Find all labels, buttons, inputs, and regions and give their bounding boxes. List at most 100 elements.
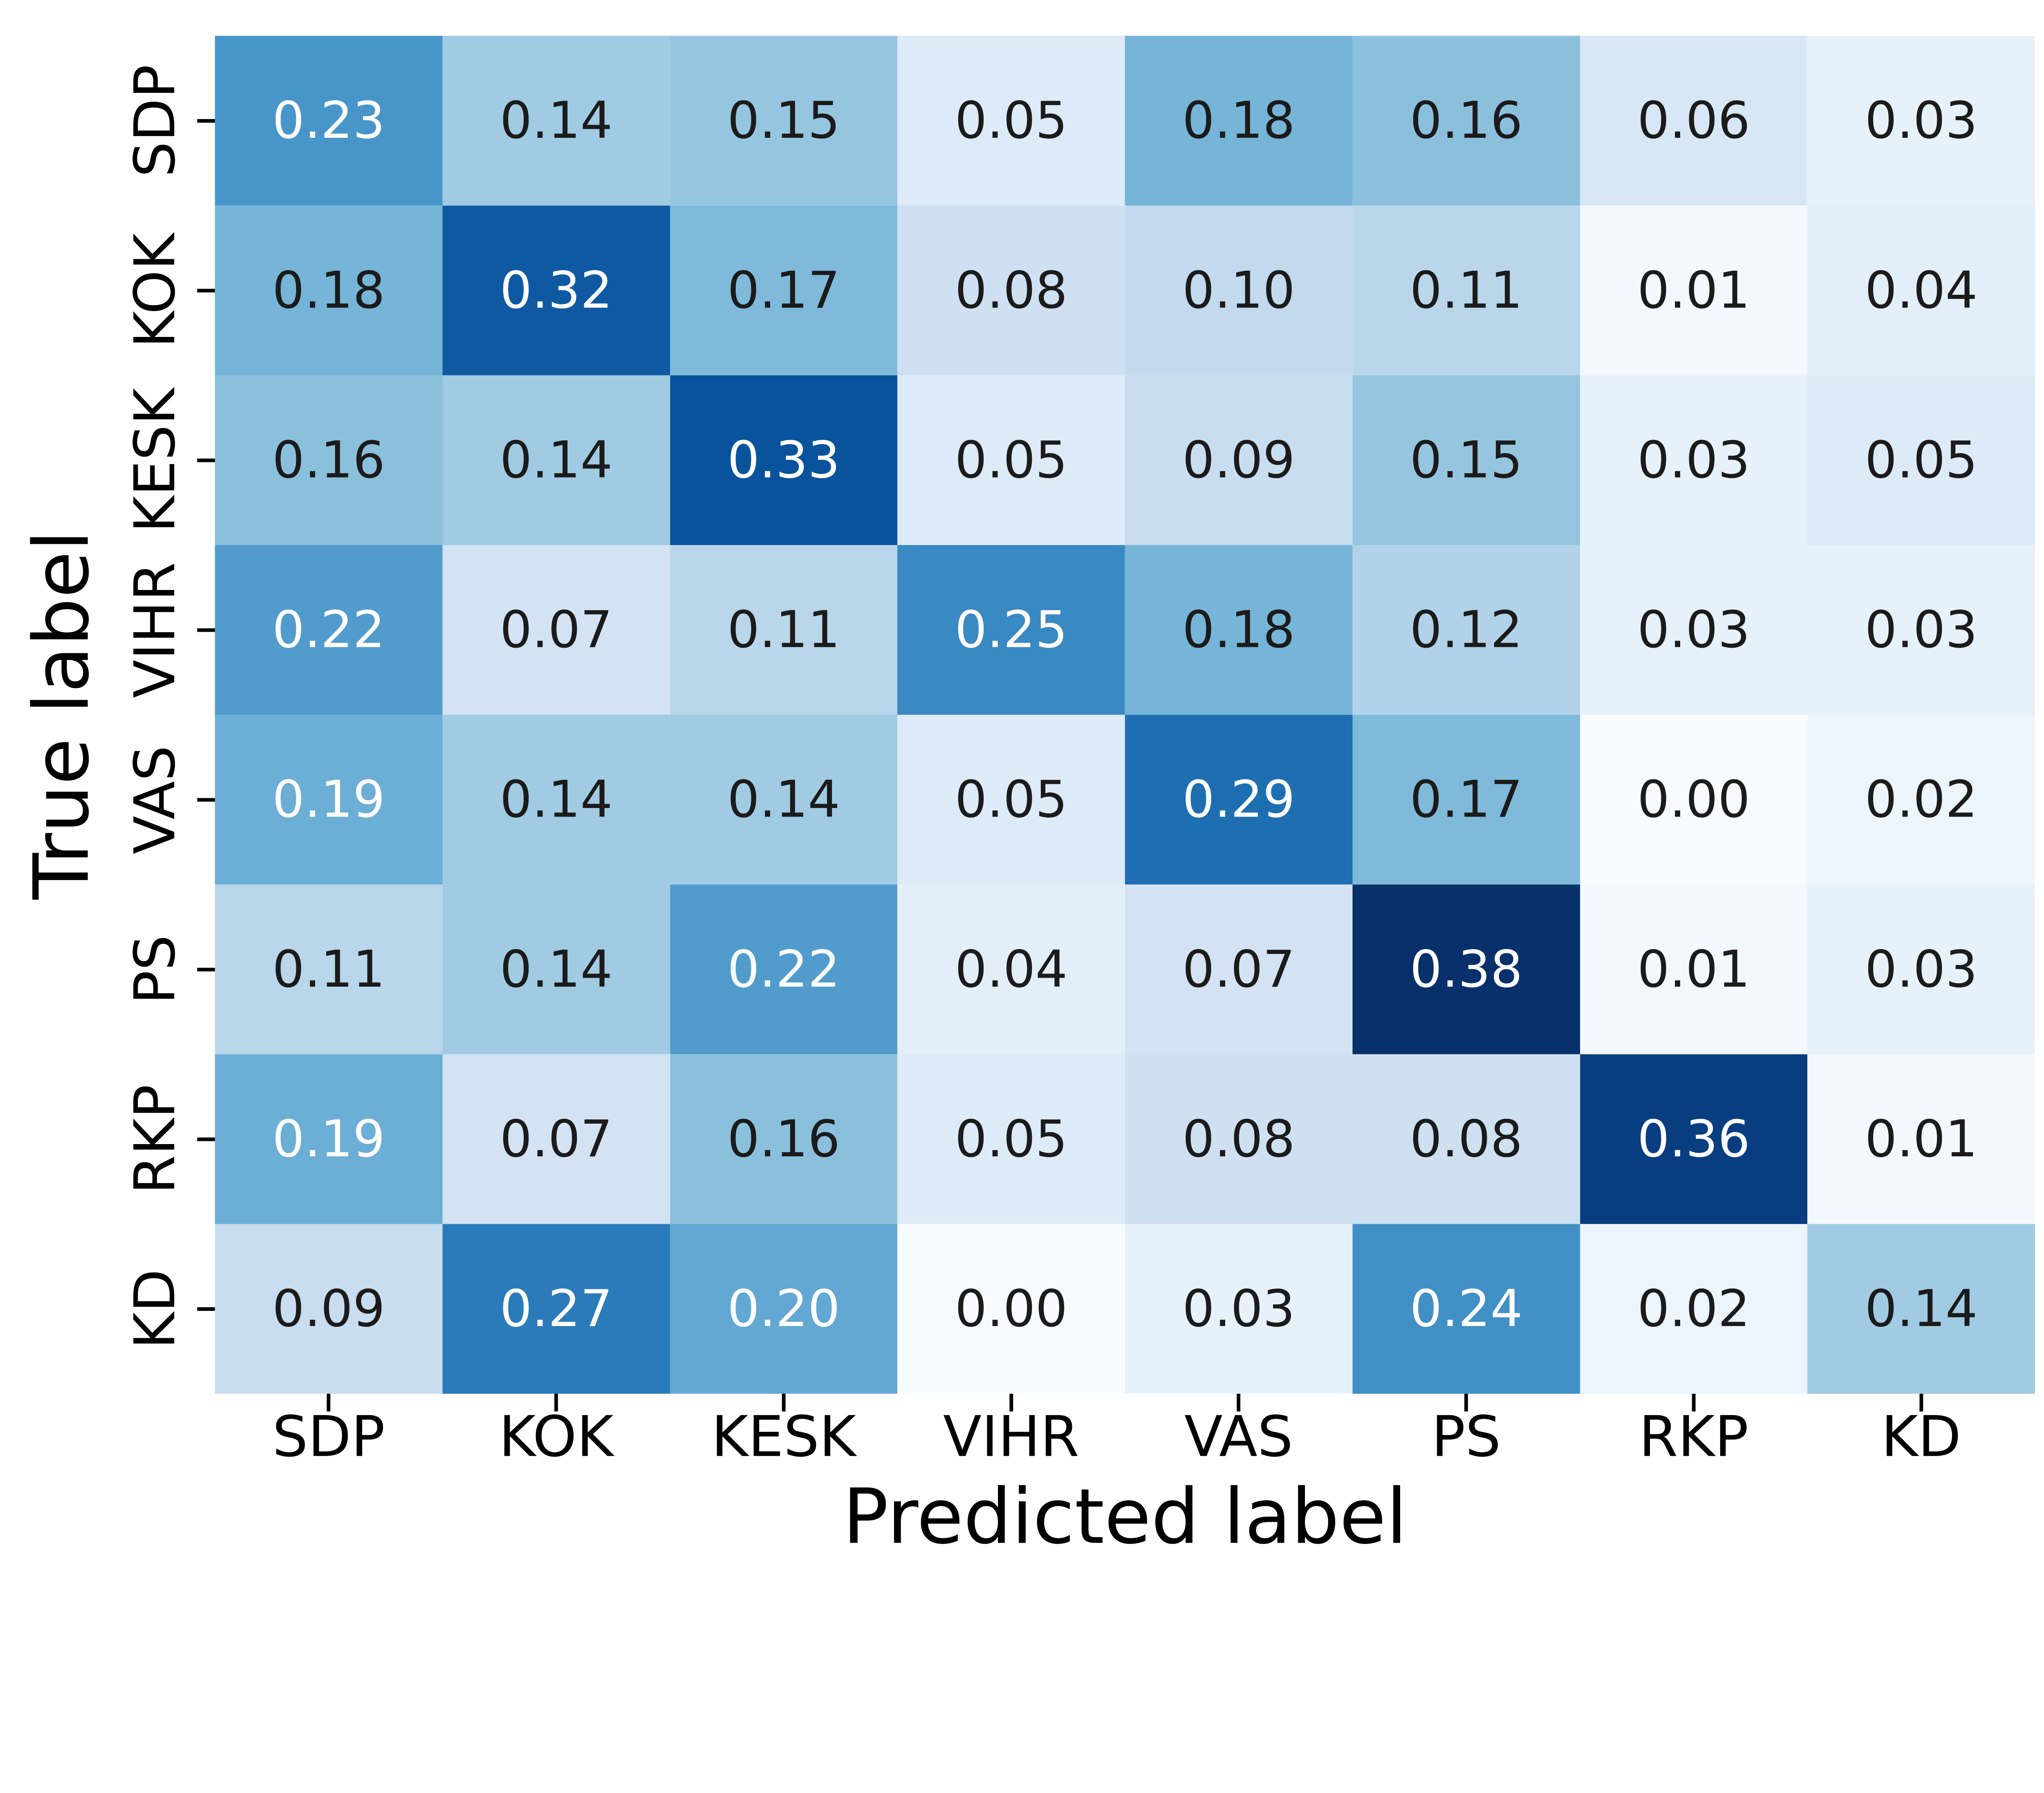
y-tick-mark	[197, 458, 215, 462]
heatmap-cell: 0.07	[442, 1054, 670, 1224]
heatmap-cell: 0.32	[442, 205, 670, 375]
heatmap-cell: 0.08	[1125, 1054, 1353, 1224]
heatmap-cell: 0.03	[1807, 545, 2035, 715]
y-tick-mark	[197, 1137, 215, 1141]
heatmap-cell: 0.05	[897, 1054, 1125, 1224]
x-tick-label: SDP	[272, 1404, 385, 1470]
heatmap-cell: 0.07	[442, 545, 670, 715]
heatmap-cell: 0.19	[215, 1054, 443, 1224]
x-tick-label: VAS	[1184, 1404, 1293, 1470]
heatmap-cell: 0.19	[215, 715, 443, 885]
heatmap-cell: 0.08	[897, 205, 1125, 375]
heatmap-cell: 0.05	[897, 375, 1125, 545]
heatmap-cell: 0.15	[670, 36, 898, 206]
y-tick-label: KOK	[122, 233, 188, 348]
x-tick-label: RKP	[1639, 1404, 1749, 1470]
heatmap-cell: 0.23	[215, 36, 443, 206]
x-tick-mark	[1919, 1394, 1923, 1412]
heatmap-cell: 0.33	[670, 375, 898, 545]
heatmap-cell: 0.04	[897, 884, 1125, 1055]
heatmap-cell: 0.09	[1125, 375, 1353, 545]
x-tick-mark	[1464, 1394, 1468, 1412]
confusion-matrix-figure: 0.23 0.14 0.15 0.05 0.18 0.16 0.06 0.03 0.18 0.32…	[17, 36, 2035, 1561]
heatmap-cell: 0.29	[1125, 715, 1353, 885]
heatmap-cell: 0.17	[1352, 715, 1580, 885]
heatmap-cell: 0.02	[1580, 1224, 1808, 1394]
heatmap-cell: 0.05	[897, 715, 1125, 885]
heatmap-cell: 0.03	[1580, 545, 1808, 715]
heatmap-cell: 0.11	[215, 884, 443, 1055]
heatmap-cell: 0.15	[1352, 375, 1580, 545]
heatmap-cell: 0.03	[1125, 1224, 1353, 1394]
heatmap-cell: 0.38	[1352, 884, 1580, 1055]
heatmap-cell: 0.05	[897, 36, 1125, 206]
x-tick-label: VIHR	[943, 1404, 1079, 1470]
heatmap-cell: 0.14	[1807, 1224, 2035, 1394]
heatmap-cell: 0.17	[670, 205, 898, 375]
heatmap-cell: 0.16	[1352, 36, 1580, 206]
y-tick-label: VIHR	[122, 562, 188, 698]
heatmap-cell: 0.14	[442, 375, 670, 545]
y-tick-mark	[197, 1307, 215, 1311]
x-tick-label: KOK	[499, 1404, 614, 1470]
x-tick-label: KESK	[711, 1404, 856, 1470]
heatmap-cell: 0.10	[1125, 205, 1353, 375]
y-tick-mark	[197, 798, 215, 802]
y-tick-label: KD	[122, 1269, 188, 1349]
heatmap-cell: 0.27	[442, 1224, 670, 1394]
y-axis-title: True label	[17, 530, 106, 900]
heatmap-cell: 0.01	[1580, 205, 1808, 375]
heatmap-cell: 0.07	[1125, 884, 1353, 1055]
heatmap-cell: 0.01	[1807, 1054, 2035, 1224]
y-tick-label: PS	[122, 934, 188, 1004]
heatmap-cell: 0.03	[1807, 884, 2035, 1055]
heatmap-cell: 0.00	[897, 1224, 1125, 1394]
y-tick-mark	[197, 628, 215, 632]
heatmap-cell: 0.20	[670, 1224, 898, 1394]
heatmap-cell: 0.24	[1352, 1224, 1580, 1394]
x-axis-title: Predicted label	[843, 1472, 1407, 1561]
heatmap-cell: 0.14	[442, 715, 670, 885]
x-tick-mark	[1692, 1394, 1696, 1412]
heatmap-grid: 0.23 0.14 0.15 0.05 0.18 0.16 0.06 0.03 0.18 0.32…	[215, 36, 2035, 1394]
y-tick-label: SDP	[122, 64, 188, 177]
heatmap-cell: 0.18	[215, 205, 443, 375]
y-tick-mark	[197, 288, 215, 292]
x-tick-mark	[1009, 1394, 1013, 1412]
x-tick-mark	[554, 1394, 558, 1412]
heatmap-cell: 0.04	[1807, 205, 2035, 375]
x-tick-mark	[782, 1394, 786, 1412]
heatmap-cell: 0.03	[1807, 36, 2035, 206]
heatmap-cell: 0.01	[1580, 884, 1808, 1055]
x-tick-mark	[327, 1394, 331, 1412]
heatmap-cell: 0.14	[670, 715, 898, 885]
heatmap-cell: 0.06	[1580, 36, 1808, 206]
heatmap-cell: 0.08	[1352, 1054, 1580, 1224]
y-tick-label: VAS	[122, 745, 188, 854]
heatmap-cell: 0.18	[1125, 545, 1353, 715]
heatmap-cell: 0.14	[442, 884, 670, 1055]
y-tick-label: RKP	[122, 1084, 188, 1194]
heatmap-cell: 0.22	[215, 545, 443, 715]
x-tick-label: PS	[1431, 1404, 1501, 1470]
heatmap-cell: 0.11	[670, 545, 898, 715]
x-tick-label: KD	[1881, 1404, 1961, 1470]
heatmap-cell: 0.00	[1580, 715, 1808, 885]
heatmap-cell: 0.09	[215, 1224, 443, 1394]
heatmap-cell: 0.14	[442, 36, 670, 206]
heatmap-cell: 0.25	[897, 545, 1125, 715]
heatmap-cell: 0.36	[1580, 1054, 1808, 1224]
y-tick-mark	[197, 119, 215, 123]
y-tick-mark	[197, 967, 215, 972]
heatmap-cell: 0.18	[1125, 36, 1353, 206]
x-tick-mark	[1237, 1394, 1241, 1412]
heatmap-cell: 0.12	[1352, 545, 1580, 715]
heatmap-cell: 0.22	[670, 884, 898, 1055]
heatmap-cell: 0.16	[670, 1054, 898, 1224]
heatmap-cell: 0.03	[1580, 375, 1808, 545]
heatmap-cell: 0.11	[1352, 205, 1580, 375]
heatmap-cell: 0.16	[215, 375, 443, 545]
y-tick-label: KESK	[122, 388, 188, 533]
heatmap-cell: 0.05	[1807, 375, 2035, 545]
heatmap-cell: 0.02	[1807, 715, 2035, 885]
